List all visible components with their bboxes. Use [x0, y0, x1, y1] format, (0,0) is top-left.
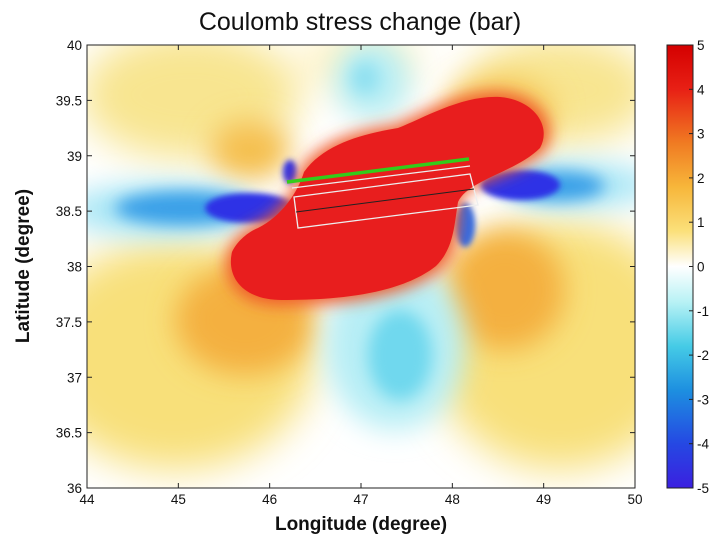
fault-trace: [286, 157, 470, 184]
colorbar-tick-label: -1: [697, 304, 709, 319]
fault-plane-outline: [293, 173, 479, 229]
colorbar-tick-label: -2: [697, 348, 709, 363]
y-tick-label: 37: [67, 370, 82, 385]
x-axis-label: Longitude (degree): [275, 514, 447, 535]
y-tick-label: 36: [67, 481, 82, 496]
stress-field: [87, 45, 635, 488]
y-tick-label: 37.5: [56, 315, 82, 330]
colorbar-tick-label: 2: [697, 171, 705, 186]
y-tick-label: 38.5: [56, 204, 82, 219]
colorbar-tick-label: -5: [697, 481, 709, 496]
y-tick-label: 39: [67, 149, 82, 164]
x-tick-label: 46: [262, 492, 277, 507]
colorbar-tick-label: 4: [697, 82, 705, 97]
x-tick-label: 50: [627, 492, 642, 507]
y-axis: 36 36.5 37 37.5 38 38.5 39 39.5 40: [56, 38, 635, 496]
fault-plane-top: [291, 165, 471, 189]
x-axis: 44 45 46 47 48 49 50: [79, 45, 643, 507]
y-tick-label: 38: [67, 260, 82, 275]
colorbar-tick-label: 3: [697, 127, 705, 142]
colorbar-ticks: 5 4 3 2 1 0 -1 -2 -3 -4 -5: [689, 38, 709, 496]
chart-title: Coulomb stress change (bar): [199, 8, 521, 36]
colorbar-tick-label: 1: [697, 215, 705, 230]
x-tick-label: 48: [445, 492, 460, 507]
y-tick-label: 36.5: [56, 426, 82, 441]
y-tick-label: 40: [67, 38, 82, 53]
y-tick-label: 39.5: [56, 93, 82, 108]
colorbar-tick-label: 5: [697, 38, 705, 53]
x-tick-label: 47: [353, 492, 368, 507]
colorbar-tick-label: 0: [697, 260, 705, 275]
colorbar-tick-label: -4: [697, 437, 709, 452]
colorbar-tick-label: -3: [697, 392, 709, 407]
x-tick-label: 49: [536, 492, 551, 507]
y-axis-label: Latitude (degree): [13, 189, 34, 343]
x-tick-label: 45: [171, 492, 186, 507]
fault-plane-inner: [295, 188, 475, 213]
x-tick-label: 44: [79, 492, 95, 507]
